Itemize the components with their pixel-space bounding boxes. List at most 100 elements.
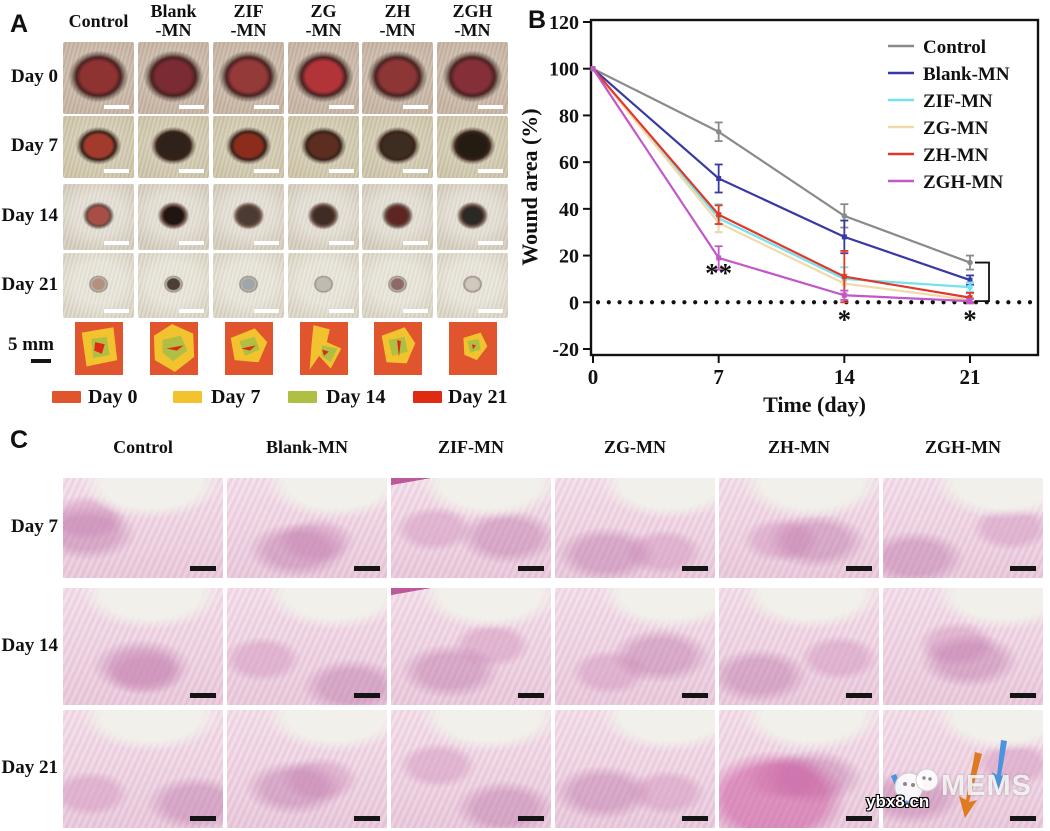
photo-scale-bar (478, 241, 503, 245)
wound-photo (362, 253, 433, 318)
photo-scale-bar (254, 241, 279, 245)
svg-text:Blank-MN: Blank-MN (923, 64, 1010, 85)
histology-scale-bar (518, 566, 544, 571)
trace-legend-label: Day 14 (326, 386, 386, 408)
wound-photo (213, 184, 284, 250)
wound-area-chart: -20 0 20 40 60 80 100 120 0 7 14 21 Wound area (%) Ti… (520, 12, 1040, 417)
wound-trace-diagram (448, 322, 497, 375)
wound-photo (213, 116, 284, 178)
panel-a-col-header: ZG -MN (305, 1, 342, 40)
histology-image (391, 588, 551, 705)
photo-scale-bar (329, 241, 354, 245)
histology-scale-bar (846, 816, 872, 821)
histology-scale-bar (846, 566, 872, 571)
photo-scale-bar (478, 105, 503, 109)
photo-scale-bar (179, 105, 204, 109)
svg-text:0: 0 (588, 365, 599, 389)
panel-a-row-label: Day 14 (1, 205, 58, 226)
photo-scale-bar (254, 169, 279, 173)
histology-image (227, 588, 387, 705)
panel-a-col-header: Blank -MN (150, 1, 197, 40)
wound-photo (63, 116, 134, 178)
histology-scale-bar (354, 566, 380, 571)
histology-image (391, 710, 551, 828)
histology-image (555, 588, 715, 705)
histology-image (883, 588, 1043, 705)
panel-c-row-label: Day 7 (11, 516, 58, 537)
svg-text:Wound area (%): Wound area (%) (520, 108, 542, 265)
panel-a-letter: A (10, 10, 29, 38)
trace-legend-swatch (413, 391, 442, 403)
svg-text:ZH-MN: ZH-MN (923, 145, 989, 166)
svg-text:100: 100 (549, 59, 579, 81)
photo-scale-bar (104, 105, 129, 109)
photo-scale-bar (403, 169, 428, 173)
svg-text:7: 7 (713, 365, 724, 389)
svg-text:*: * (963, 305, 977, 335)
wound-photo (288, 253, 359, 318)
panel-c-col-header: Control (113, 437, 173, 457)
wound-trace-diagram (74, 322, 123, 375)
wound-trace-diagram (149, 322, 198, 375)
blue-arrow-icon (992, 740, 1007, 790)
histology-scale-bar (190, 816, 216, 821)
photo-scale-bar (478, 169, 503, 173)
histology-image (719, 710, 879, 828)
photo-scale-bar (104, 309, 129, 313)
photo-scale-bar (104, 169, 129, 173)
svg-text:14: 14 (834, 365, 856, 389)
photo-scale-bar (179, 241, 204, 245)
histology-image (883, 478, 1043, 578)
trace-legend-swatch (173, 391, 202, 403)
svg-text:**: ** (705, 258, 732, 288)
histology-image (391, 478, 551, 578)
wound-photo (437, 116, 508, 178)
orange-arrow-icon (959, 752, 982, 818)
svg-text:-20: -20 (552, 339, 579, 361)
wound-photo (362, 42, 433, 114)
wound-photo (63, 42, 134, 114)
watermark-site: ybx8.cn (866, 792, 930, 811)
wound-trace-diagram (299, 322, 348, 375)
trace-legend-label: Day 21 (448, 386, 508, 408)
histology-scale-bar (354, 693, 380, 698)
wound-photo (288, 184, 359, 250)
histology-scale-bar (190, 693, 216, 698)
histology-scale-bar (1010, 566, 1036, 571)
panel-a-col-header: ZH -MN (379, 1, 416, 40)
histology-scale-bar (682, 566, 708, 571)
wound-trace-diagram (373, 322, 422, 375)
wound-photo (63, 253, 134, 318)
histology-image (719, 588, 879, 705)
histology-image (719, 478, 879, 578)
wound-photo (437, 253, 508, 318)
photo-scale-bar (179, 169, 204, 173)
svg-text:21: 21 (960, 365, 981, 389)
histology-scale-bar (682, 693, 708, 698)
wound-photo (213, 253, 284, 318)
photo-scale-bar (254, 105, 279, 109)
photo-scale-bar (179, 309, 204, 313)
svg-text:*: * (838, 305, 852, 335)
wound-photo (138, 253, 209, 318)
panel-c-row-label: Day 14 (1, 634, 58, 656)
wound-photo (138, 116, 209, 178)
panel-a-row-label: Day 21 (1, 273, 58, 295)
histology-scale-bar (518, 816, 544, 821)
panel-c-col-header: ZH-MN (768, 437, 830, 457)
histology-image (227, 710, 387, 828)
panel-c-col-header: ZGH-MN (925, 437, 1001, 457)
histology-scale-bar (518, 693, 544, 698)
svg-text:120: 120 (549, 12, 579, 34)
wound-photo (63, 184, 134, 250)
panel-c-col-header: Blank-MN (265, 437, 348, 457)
wound-photo (138, 42, 209, 114)
histology-image (63, 588, 223, 705)
svg-text:0: 0 (569, 292, 579, 314)
photo-scale-bar (329, 309, 354, 313)
histology-image (555, 478, 715, 578)
wound-photo (362, 184, 433, 250)
photo-scale-bar (478, 309, 503, 313)
wound-photo (437, 184, 508, 250)
photo-scale-bar (329, 105, 354, 109)
